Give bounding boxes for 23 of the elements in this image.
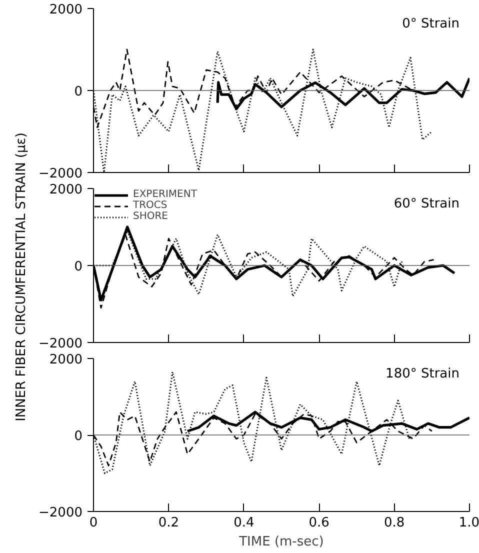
legend-label: SHORE — [133, 211, 168, 222]
y-tick-label: −2000 — [38, 506, 83, 520]
y-tick-label: 0 — [74, 84, 83, 100]
legend-label: TROCS — [133, 200, 168, 211]
annotation: 180° Strain — [386, 366, 460, 382]
x-tick-label: 1.0 — [458, 516, 479, 530]
y-tick-label: −2000 — [38, 336, 83, 352]
y-tick-label: 2000 — [49, 2, 83, 18]
y-axis-title: INNER FIBER CIRCUMFERENTIAL STRAIN (με) — [14, 132, 29, 422]
annotation: 0° Strain — [402, 16, 460, 32]
x-tick-label: 0.4 — [234, 516, 254, 530]
x-axis-title: TIME (m-sec) — [238, 534, 324, 550]
x-tick-label: 0.8 — [384, 516, 405, 530]
y-tick-label: 2000 — [49, 182, 83, 198]
legend-label: EXPERIMENT — [133, 189, 197, 200]
x-tick-label: 0 — [89, 516, 98, 530]
x-tick-label: 0.6 — [308, 516, 330, 530]
y-tick-label: 0 — [74, 260, 83, 274]
annotation: 60° Strain — [394, 196, 460, 212]
y-tick-label: 2000 — [49, 352, 83, 368]
y-tick-label: 0 — [74, 429, 83, 444]
y-tick-label: −2000 — [38, 166, 83, 182]
x-tick-label: 0.2 — [158, 516, 180, 530]
